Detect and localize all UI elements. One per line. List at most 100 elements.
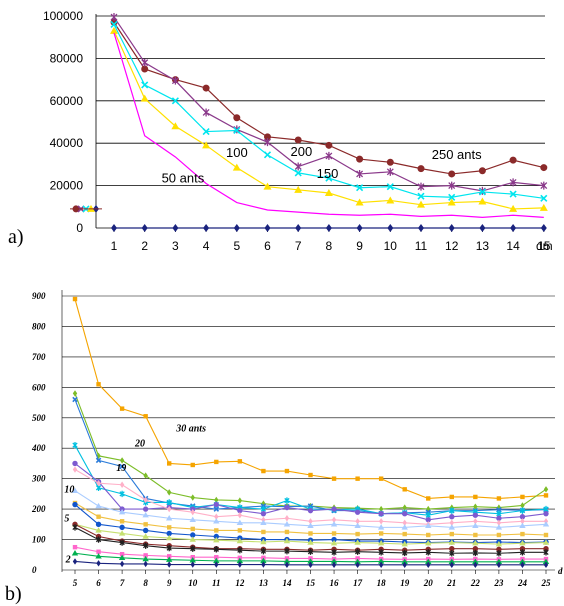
data-point-b: [449, 561, 454, 569]
data-point-b: [472, 558, 479, 564]
xtick-label-b: 20: [423, 578, 434, 588]
data-point-b: [95, 457, 102, 464]
data-point-b: [331, 516, 337, 523]
ytick-label-b: 300: [31, 474, 46, 484]
data-point-b: [496, 550, 502, 557]
data-point-b: [167, 505, 172, 513]
data-point-b: [472, 549, 479, 557]
ytick-label-a: 40000: [50, 136, 84, 150]
data-point-b: [542, 539, 550, 545]
data-point-b: [495, 540, 503, 547]
data-point-b: [402, 531, 407, 537]
data-point-a: [325, 141, 333, 149]
ytick-label-a: 60000: [50, 94, 84, 108]
data-point-a: [171, 76, 179, 85]
data-point-b: [331, 506, 337, 512]
data-point-b: [520, 561, 525, 569]
data-point-b: [519, 558, 526, 564]
data-point-a: [540, 194, 548, 202]
xtick-label-b: 17: [353, 578, 363, 588]
data-point-b: [330, 521, 338, 527]
data-point-b: [143, 496, 148, 504]
data-point-a: [386, 158, 394, 166]
xtick-label-b: 7: [120, 578, 125, 588]
data-point-a: [294, 162, 302, 171]
data-point-b: [96, 549, 101, 554]
data-point-b: [496, 519, 502, 527]
data-point-b: [119, 457, 125, 464]
data-point-b: [213, 536, 220, 543]
data-point-b: [472, 522, 479, 529]
ytick-label-b: 500: [32, 413, 46, 423]
data-point-b: [284, 497, 290, 504]
data-point-b: [143, 414, 148, 419]
data-point-b: [190, 462, 195, 468]
xtick-label-b: 11: [212, 578, 221, 588]
data-point-a: [539, 203, 548, 211]
data-point-b: [331, 549, 337, 556]
series-line-b: [74, 393, 547, 510]
data-point-b: [308, 518, 313, 525]
data-point-a: [172, 224, 179, 232]
data-point-a: [478, 167, 486, 175]
data-point-b: [143, 553, 148, 558]
data-point-b: [119, 481, 125, 488]
data-point-a: [110, 26, 118, 34]
data-point-b: [426, 561, 431, 569]
data-point-b: [95, 521, 102, 528]
data-point-b: [236, 557, 244, 564]
data-point-a: [202, 84, 210, 92]
data-point-b: [308, 531, 313, 536]
data-point-b: [402, 561, 407, 569]
data-point-b: [401, 558, 408, 564]
data-point-b: [166, 534, 173, 541]
xtick-label-b: 22: [470, 578, 481, 588]
data-point-b: [119, 490, 125, 498]
data-point-b: [378, 549, 384, 556]
data-point-a: [418, 224, 424, 232]
data-point-b: [214, 561, 219, 568]
xtick-label-b: 10: [188, 578, 198, 588]
data-point-b: [426, 532, 431, 538]
data-point-a: [540, 164, 548, 172]
data-point-b: [473, 561, 478, 569]
data-point-b: [543, 510, 549, 517]
xtick-label-b: 25: [541, 578, 552, 588]
data-point-b: [355, 476, 360, 481]
data-point-b: [473, 532, 478, 538]
data-point-b: [308, 472, 313, 478]
data-point-b: [142, 533, 149, 539]
data-point-a: [202, 108, 210, 117]
ytick-label-b: 700: [32, 352, 46, 362]
ytick-label-b: 800: [32, 321, 46, 331]
data-point-a: [110, 20, 118, 29]
data-point-b: [261, 468, 266, 474]
data-point-b: [449, 519, 454, 527]
data-point-b: [213, 501, 220, 508]
data-point-a: [294, 185, 303, 193]
data-point-b: [520, 502, 525, 509]
data-point-b: [237, 512, 243, 519]
data-point-b: [284, 504, 290, 511]
x-axis-label-a: dm: [536, 239, 553, 253]
series-line-a: [113, 32, 544, 219]
data-point-b: [96, 514, 101, 519]
ytick-label-b: 100: [32, 535, 46, 545]
data-point-b: [260, 547, 267, 555]
data-point-a: [233, 114, 241, 122]
data-point-b: [448, 539, 455, 545]
data-point-b: [401, 540, 408, 547]
data-point-b: [331, 531, 337, 536]
xtick-label-b: 14: [282, 578, 292, 588]
data-point-b: [167, 461, 172, 466]
data-point-b: [166, 515, 173, 521]
chart-b: 0 100 200 300 400 500 600 700 800 900 5 6 7 8 9 10 11 12 1…: [31, 290, 563, 588]
data-point-b: [448, 524, 455, 530]
data-point-b: [95, 527, 102, 533]
data-point-a: [509, 178, 517, 187]
data-point-b: [377, 558, 385, 564]
data-point-b: [425, 549, 431, 556]
xtick-label-a: 4: [203, 239, 210, 253]
data-point-a: [232, 163, 241, 171]
data-point-b: [402, 487, 407, 492]
